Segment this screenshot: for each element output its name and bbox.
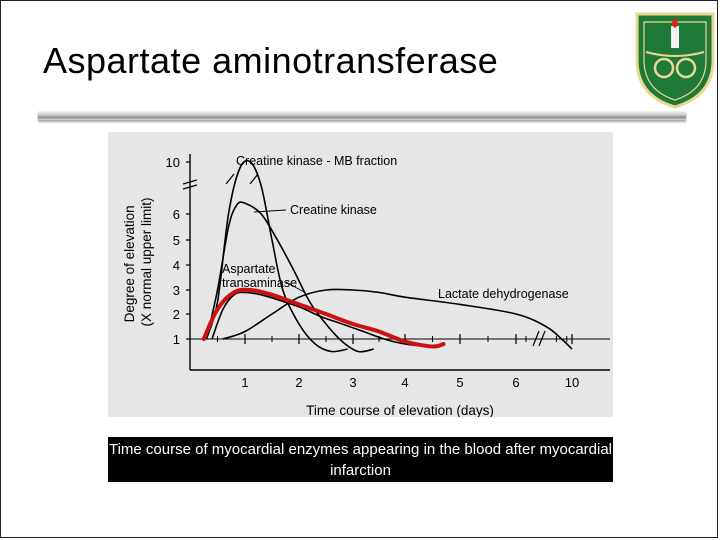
- y-tick-label: 4: [173, 258, 180, 273]
- highlight-overlay: [201, 287, 446, 349]
- ck-label-pointer: [253, 209, 287, 213]
- series-ldh-line: [222, 288, 573, 350]
- x-axis-label: Time course of elevation (days): [306, 403, 494, 417]
- ck-peak-break-mark: [225, 173, 259, 185]
- x-tick-group: 1 2 3 4 5 6 10: [217, 334, 579, 390]
- title-divider: [38, 111, 686, 120]
- y-axis-label-line1: Degree of elevation: [122, 205, 137, 322]
- ast-label-line2: transaminase: [222, 276, 297, 290]
- ast-highlight-stroke: [201, 287, 446, 349]
- x-axis-break-mark: [532, 330, 546, 347]
- x-tick-label: 10: [565, 375, 579, 390]
- ast-label-pointer: [285, 281, 305, 293]
- series-ck-mb-line: [205, 159, 348, 353]
- x-tick-label: 6: [512, 375, 519, 390]
- chart-background: [108, 132, 613, 417]
- x-tick-label: 2: [295, 375, 302, 390]
- series-ck-line: [205, 201, 374, 353]
- series-ast-line: [211, 291, 428, 348]
- slide-title: Aspartate aminotransferase: [43, 40, 499, 81]
- logo-ring-left: [653, 57, 675, 79]
- ast-label-line1: Aspartate: [222, 262, 276, 276]
- y-axis-label-line2: (X normal upper limit): [139, 197, 154, 326]
- x-tick-label: 5: [456, 375, 463, 390]
- y-tick-label: 1: [173, 332, 180, 347]
- y-axis-label: Degree of elevation (X normal upper limi…: [122, 197, 154, 326]
- series-label-ck: Creatine kinase: [290, 203, 377, 217]
- y-tick-label: 6: [173, 207, 180, 222]
- logo-flame: [672, 18, 678, 28]
- y-axis-break-mark: [182, 179, 198, 190]
- university-logo: [635, 12, 715, 109]
- series-label-ck-mb: Creatine kinase - MB fraction: [236, 154, 397, 168]
- x-tick-label: 4: [401, 375, 408, 390]
- logo-ring-right: [675, 57, 697, 79]
- series-label-ast: Aspartate transaminase: [222, 262, 297, 290]
- figure-caption: Time course of myocardial enzymes appear…: [108, 437, 613, 482]
- x-tick-label: 3: [349, 375, 356, 390]
- y-tick-label: 10: [166, 155, 180, 170]
- x-tick-label: 1: [241, 375, 248, 390]
- series-label-ldh: Lactate dehydrogenase: [438, 287, 569, 301]
- logo-banner: [645, 51, 705, 57]
- logo-shield: [635, 12, 715, 109]
- y-tick-label: 5: [173, 233, 180, 248]
- enzyme-chart: 1 2 3 4 5 6 10 1 2 3 4 5 6 10 Time course of elevati…: [108, 132, 613, 417]
- logo-inner-shield: [643, 21, 707, 101]
- y-tick-label: 3: [173, 283, 180, 298]
- series-lines: [205, 159, 573, 353]
- logo-torch: [671, 26, 679, 48]
- y-tick-group: 1 2 3 4 5 6 10: [166, 155, 190, 347]
- y-tick-label: 2: [173, 307, 180, 322]
